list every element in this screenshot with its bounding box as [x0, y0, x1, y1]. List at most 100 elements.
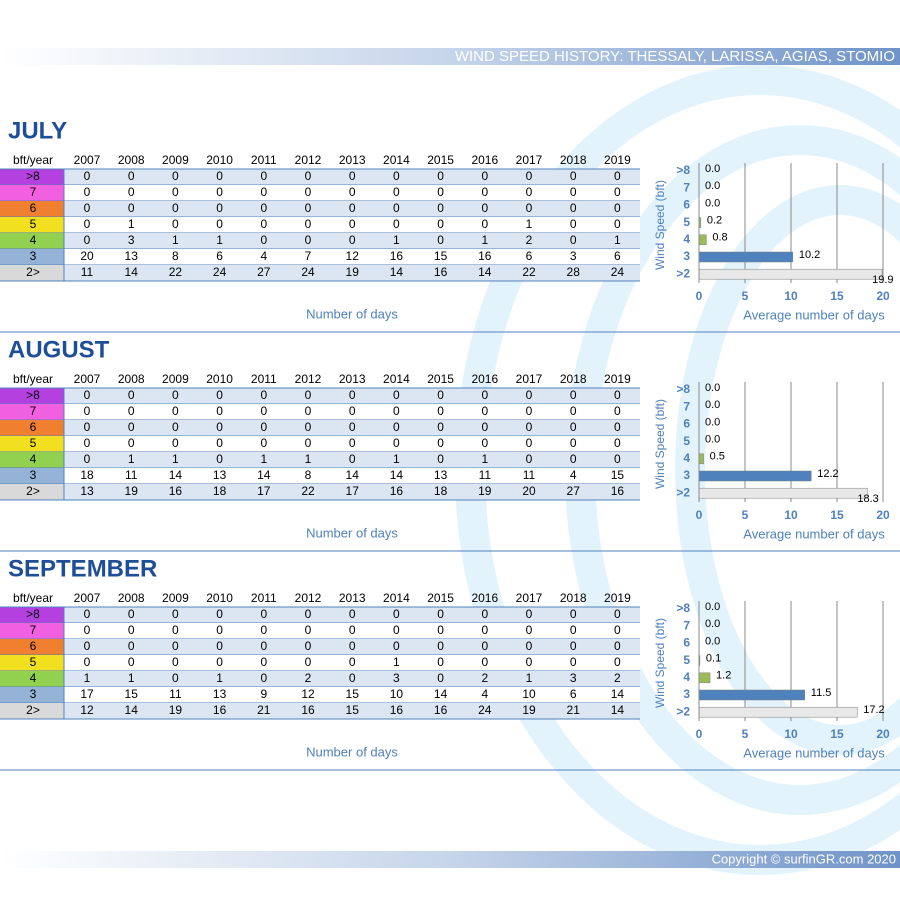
x-tick-label: 20	[876, 727, 890, 741]
table-cell: 16	[390, 249, 404, 263]
x-tick-label: 20	[876, 508, 890, 522]
table-cell: 0	[437, 388, 444, 402]
table-cell: 14	[346, 468, 360, 482]
table-cell: 0	[172, 388, 179, 402]
table-cell: 0	[128, 388, 135, 402]
column-header: 2014	[383, 372, 410, 386]
x-axis-label: Average number of days	[743, 526, 885, 541]
column-header: bft/year	[13, 591, 53, 605]
table-cell: 4	[570, 468, 577, 482]
table-cell: 22	[169, 265, 183, 279]
table-cell: 13	[213, 687, 227, 701]
table-cell: 0	[349, 436, 356, 450]
table-cell: 14	[125, 703, 139, 717]
column-header: 2009	[162, 591, 189, 605]
table-cell: 19	[169, 703, 183, 717]
table-cell: 13	[80, 484, 94, 498]
table-cell: 3	[30, 687, 37, 701]
table-cell: 19	[522, 703, 536, 717]
table-cell: 0	[84, 388, 91, 402]
table-cell: 13	[213, 468, 227, 482]
table-cell: 0	[216, 404, 223, 418]
table-cell: 0	[393, 404, 400, 418]
table-cell: 1	[84, 671, 91, 685]
table-cell: 0	[526, 388, 533, 402]
table-cell: 0	[128, 436, 135, 450]
column-header: 2013	[339, 372, 366, 386]
bar	[698, 672, 711, 684]
table-cell: 0	[393, 623, 400, 637]
table-cell: 11	[169, 687, 182, 701]
row-label-bg	[0, 639, 64, 655]
y-tick-label: 3	[683, 249, 690, 263]
table-cell: 0	[437, 233, 444, 247]
table-cell: 2>	[26, 703, 40, 717]
table-cell: 0	[349, 671, 356, 685]
column-header: 2015	[427, 372, 454, 386]
x-tick-label: 10	[784, 727, 798, 741]
row-label-bg	[0, 468, 64, 484]
table-cell: 0	[437, 185, 444, 199]
table-cell: 0	[349, 217, 356, 231]
table-cell: 0	[570, 185, 577, 199]
table-cell: 0	[437, 420, 444, 434]
x-tick-label: 5	[742, 727, 749, 741]
table-cell: 14	[478, 265, 492, 279]
table-caption: Number of days	[306, 744, 398, 759]
table-cell: 13	[434, 468, 448, 482]
footer-band	[0, 851, 900, 868]
table-cell: 6	[30, 420, 37, 434]
y-tick-label: 7	[683, 180, 690, 194]
table-cell: 0	[216, 185, 223, 199]
table-cell: 0	[349, 655, 356, 669]
table-cell: 0	[570, 404, 577, 418]
table-cell: 1	[393, 655, 400, 669]
column-header: 2009	[162, 153, 189, 167]
column-header: 2012	[295, 591, 322, 605]
column-header: 2019	[604, 153, 631, 167]
table-cell: 0	[128, 623, 135, 637]
value-label: 0.1	[706, 653, 721, 665]
table-cell: 17	[80, 687, 94, 701]
table-cell: 8	[172, 249, 179, 263]
value-label: 0.0	[705, 180, 720, 192]
table-cell: 0	[260, 388, 267, 402]
row-bg	[64, 703, 640, 719]
column-header: 2010	[206, 372, 233, 386]
table-cell: 0	[128, 169, 135, 183]
value-label: 0.0	[705, 399, 720, 411]
table-cell: 0	[614, 217, 621, 231]
row-bg	[64, 655, 640, 671]
table-cell: 0	[614, 639, 621, 653]
table-cell: 4	[30, 452, 37, 466]
table-cell: 0	[614, 404, 621, 418]
table-cell: 3	[30, 249, 37, 263]
table-cell: 0	[128, 639, 135, 653]
table-cell: 3	[30, 468, 37, 482]
table-cell: 24	[611, 265, 625, 279]
table-cell: 16	[213, 703, 227, 717]
table-cell: 0	[614, 452, 621, 466]
table-cell: 0	[172, 404, 179, 418]
column-header: 2018	[560, 372, 587, 386]
column-header: 2010	[206, 153, 233, 167]
y-tick-label: >8	[676, 601, 690, 615]
row-bg	[64, 388, 640, 404]
table-cell: 7	[30, 404, 37, 418]
table-cell: 0	[437, 452, 444, 466]
y-tick-label: 6	[683, 198, 690, 212]
table-cell: 1	[128, 452, 135, 466]
row-label-bg	[0, 687, 64, 703]
table-cell: 0	[305, 201, 312, 215]
bar	[698, 689, 806, 701]
value-label: 11.5	[811, 687, 832, 699]
y-tick-label: 5	[683, 215, 690, 229]
table-cell: 3	[128, 233, 135, 247]
table-cell: 22	[301, 484, 315, 498]
table-cell: 11	[125, 468, 138, 482]
column-header: 2013	[339, 591, 366, 605]
y-tick-label: 5	[683, 653, 690, 667]
value-label: 0.0	[705, 163, 720, 175]
y-tick-label: >2	[676, 704, 690, 718]
table-cell: 1	[128, 671, 135, 685]
